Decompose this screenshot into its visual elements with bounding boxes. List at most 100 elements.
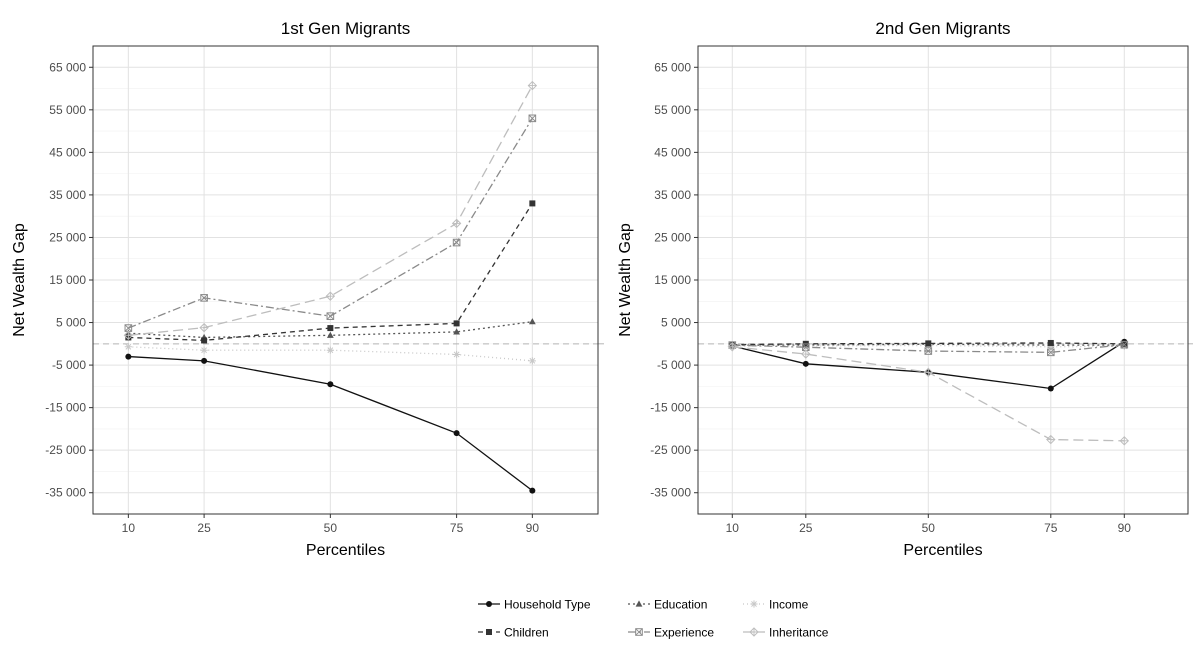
y-tick-label: 35 000 bbox=[654, 188, 691, 202]
chart-title: 1st Gen Migrants bbox=[281, 19, 410, 38]
x-tick-label: 50 bbox=[324, 521, 338, 535]
legend-label: Children bbox=[504, 626, 549, 640]
legend-item-children: Children bbox=[478, 626, 549, 640]
data-point bbox=[529, 487, 536, 494]
legend-key-marker bbox=[635, 628, 643, 636]
data-point-cross bbox=[326, 292, 335, 301]
y-tick-label: 65 000 bbox=[49, 60, 86, 74]
data-point-cross bbox=[124, 324, 132, 332]
data-point bbox=[1047, 348, 1055, 357]
x-tick-label: 90 bbox=[1118, 521, 1132, 535]
data-point-cross bbox=[801, 350, 810, 359]
legend-label: Household Type bbox=[504, 598, 591, 612]
y-tick-label: -15 000 bbox=[650, 401, 691, 415]
y-tick-label: -5 000 bbox=[52, 358, 86, 372]
data-point bbox=[1047, 339, 1054, 346]
data-point bbox=[327, 325, 334, 332]
series-education bbox=[124, 318, 536, 341]
chart-panel-1: 65 000 55 000 45 000 35 000 25 000 15 000 5 00… bbox=[11, 19, 604, 559]
data-point-cross bbox=[728, 342, 737, 351]
data-point bbox=[199, 322, 209, 333]
data-point-cross bbox=[924, 347, 932, 355]
data-point bbox=[1120, 340, 1129, 349]
x-tick-label: 25 bbox=[799, 521, 813, 535]
legend-key-marker-cross bbox=[750, 628, 758, 636]
x-tick-label: 90 bbox=[526, 521, 540, 535]
data-point bbox=[453, 350, 461, 359]
series-inheritance bbox=[123, 80, 538, 341]
y-tick-label: 35 000 bbox=[49, 188, 86, 202]
data-point-cross bbox=[1046, 435, 1055, 444]
data-point bbox=[325, 291, 336, 301]
y-tick-label: 5 000 bbox=[661, 316, 691, 330]
data-point-cross bbox=[924, 368, 933, 377]
data-point bbox=[451, 218, 462, 229]
series-line bbox=[128, 321, 533, 339]
y-axis-label: Net Wealth Gap bbox=[617, 223, 634, 337]
data-point-box bbox=[200, 294, 208, 302]
y-tick-label: 25 000 bbox=[654, 230, 691, 244]
data-point bbox=[452, 238, 461, 247]
legend-item-experience: Experience bbox=[628, 626, 714, 640]
y-tick-label: 5 000 bbox=[56, 316, 86, 330]
data-point bbox=[327, 381, 334, 388]
data-point-cross bbox=[200, 323, 209, 332]
legend-key-marker bbox=[749, 627, 759, 637]
data-point bbox=[200, 294, 208, 302]
data-point-box bbox=[924, 347, 933, 355]
data-point bbox=[1119, 436, 1130, 446]
legend-key-marker bbox=[486, 629, 492, 635]
data-point-cross bbox=[802, 343, 810, 351]
x-tick-label: 25 bbox=[197, 521, 211, 535]
x-axis-label: Percentiles bbox=[306, 542, 385, 559]
data-point-cross bbox=[1120, 341, 1128, 349]
data-point-cross bbox=[124, 331, 133, 340]
series-experience bbox=[728, 340, 1129, 357]
series-line bbox=[128, 85, 533, 336]
data-point bbox=[528, 114, 537, 123]
legend-label: Income bbox=[769, 598, 809, 612]
x-tick-label: 50 bbox=[922, 521, 936, 535]
series-income bbox=[124, 343, 536, 365]
data-point bbox=[326, 331, 334, 338]
data-point bbox=[453, 320, 460, 327]
legend-item-household-type: Household Type bbox=[478, 598, 591, 612]
data-point-box bbox=[528, 114, 537, 123]
data-point-cross bbox=[1047, 348, 1055, 356]
legend-item-education: Education bbox=[628, 598, 707, 612]
data-point-cross bbox=[528, 81, 537, 90]
y-tick-label: 45 000 bbox=[654, 145, 691, 159]
y-tick-label: 15 000 bbox=[654, 273, 691, 287]
data-point bbox=[801, 349, 811, 359]
data-point bbox=[1046, 434, 1056, 445]
y-tick-label: 45 000 bbox=[49, 145, 86, 159]
x-tick-label: 75 bbox=[450, 521, 464, 535]
data-point-box bbox=[326, 312, 335, 320]
data-point bbox=[1047, 385, 1054, 392]
data-point bbox=[200, 346, 208, 354]
data-point bbox=[1047, 343, 1055, 351]
y-tick-label: -25 000 bbox=[45, 443, 86, 457]
data-point-cross bbox=[452, 219, 461, 228]
x-axis-label: Percentiles bbox=[903, 542, 982, 559]
legend-label: Education bbox=[654, 598, 707, 612]
y-tick-label: 55 000 bbox=[49, 103, 86, 117]
y-tick-label: -25 000 bbox=[650, 443, 691, 457]
y-axis-label: Net Wealth Gap bbox=[11, 223, 28, 337]
y-tick-label: -35 000 bbox=[45, 486, 86, 500]
data-point bbox=[326, 312, 335, 320]
data-point bbox=[925, 340, 932, 347]
data-point bbox=[326, 346, 334, 354]
y-tick-label: -35 000 bbox=[650, 486, 691, 500]
data-point bbox=[201, 337, 208, 344]
data-point bbox=[528, 357, 536, 365]
y-tick-label: 65 000 bbox=[654, 60, 691, 74]
data-point bbox=[123, 330, 134, 341]
data-point bbox=[529, 200, 536, 207]
legend-item-inheritance: Inheritance bbox=[743, 626, 829, 640]
data-point-cross bbox=[200, 294, 208, 302]
series-household-type bbox=[125, 353, 536, 494]
legend-label: Experience bbox=[654, 626, 714, 640]
